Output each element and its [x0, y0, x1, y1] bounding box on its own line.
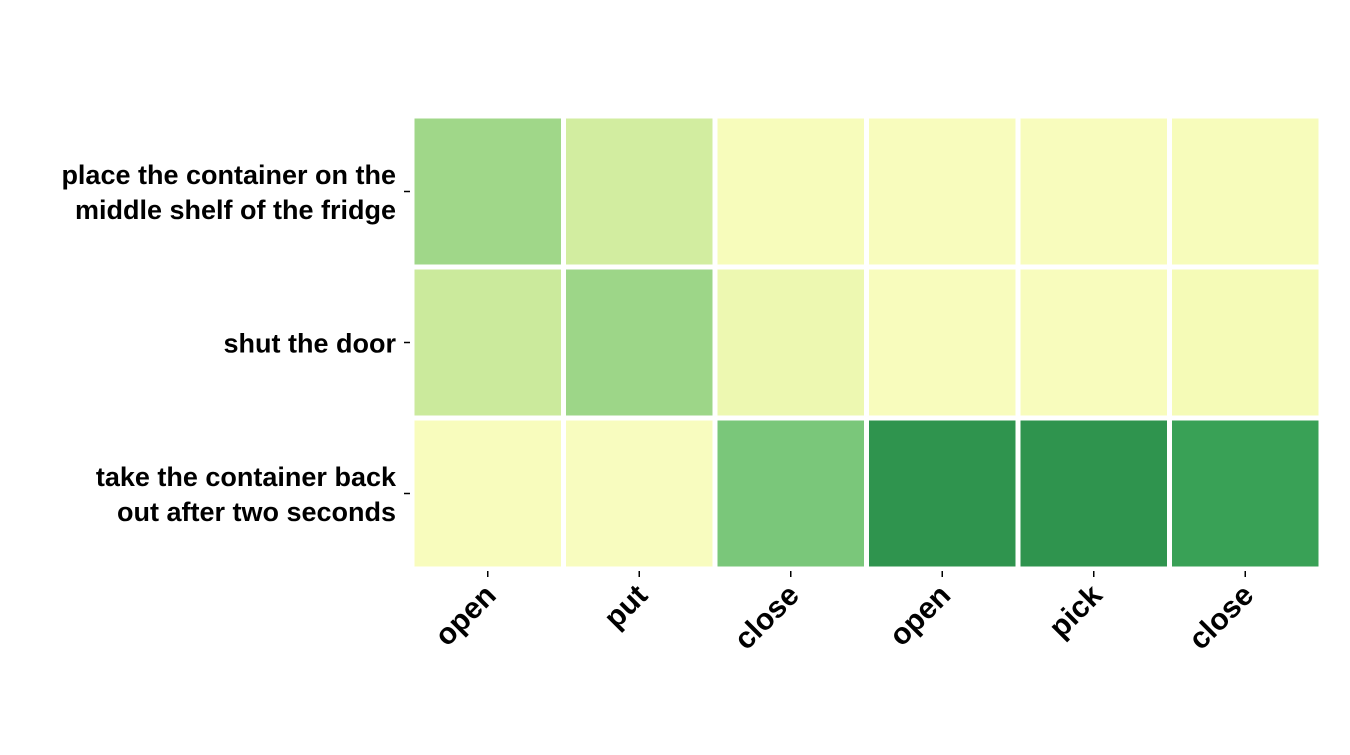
y-tick-label-0-line-0: place the container on the — [61, 160, 396, 190]
y-tick-label-0-line-1: middle shelf of the fridge — [75, 195, 396, 225]
x-tick-label-0: open — [429, 579, 503, 653]
heatmap-cell-r1-c2 — [717, 269, 864, 416]
heatmap-cell-r2-c4 — [1020, 420, 1167, 567]
heatmap-cell-r0-c1 — [566, 118, 713, 265]
heatmap-cell-r1-c1 — [566, 269, 713, 416]
y-axis: place the container on the middle shelf o… — [61, 160, 410, 527]
heatmap-cell-r1-c5 — [1172, 269, 1319, 416]
heatmap-cell-r2-c0 — [414, 420, 561, 567]
heatmap-cell-r0-c0 — [414, 118, 561, 265]
x-tick-label-2: close — [728, 579, 806, 657]
heatmap-cell-r2-c5 — [1172, 420, 1319, 567]
heatmap-cell-r0-c4 — [1020, 118, 1167, 265]
heatmap-cell-r0-c3 — [869, 118, 1016, 265]
y-tick-label-1-line-0: shut the door — [224, 329, 397, 359]
heatmap-cell-r1-c3 — [869, 269, 1016, 416]
x-tick-label-4: pick — [1043, 578, 1109, 644]
x-tick-label-5: close — [1183, 579, 1261, 657]
heatmap-cell-r2-c3 — [869, 420, 1016, 567]
y-tick-label-2-line-1: out after two seconds — [117, 497, 396, 527]
heatmap-cells — [414, 118, 1319, 567]
x-tick-label-1: put — [598, 579, 654, 635]
heatmap-cell-r0-c2 — [717, 118, 864, 265]
heatmap-cell-r0-c5 — [1172, 118, 1319, 265]
heatmap-cell-r1-c4 — [1020, 269, 1167, 416]
heatmap-cell-r2-c2 — [717, 420, 864, 567]
heatmap-cell-r2-c1 — [566, 420, 713, 567]
x-tick-label-3: open — [883, 579, 957, 653]
x-axis: open put close open pick close — [429, 571, 1261, 657]
heatmap-cell-r1-c0 — [414, 269, 561, 416]
y-tick-label-2-line-0: take the container back — [96, 462, 397, 492]
